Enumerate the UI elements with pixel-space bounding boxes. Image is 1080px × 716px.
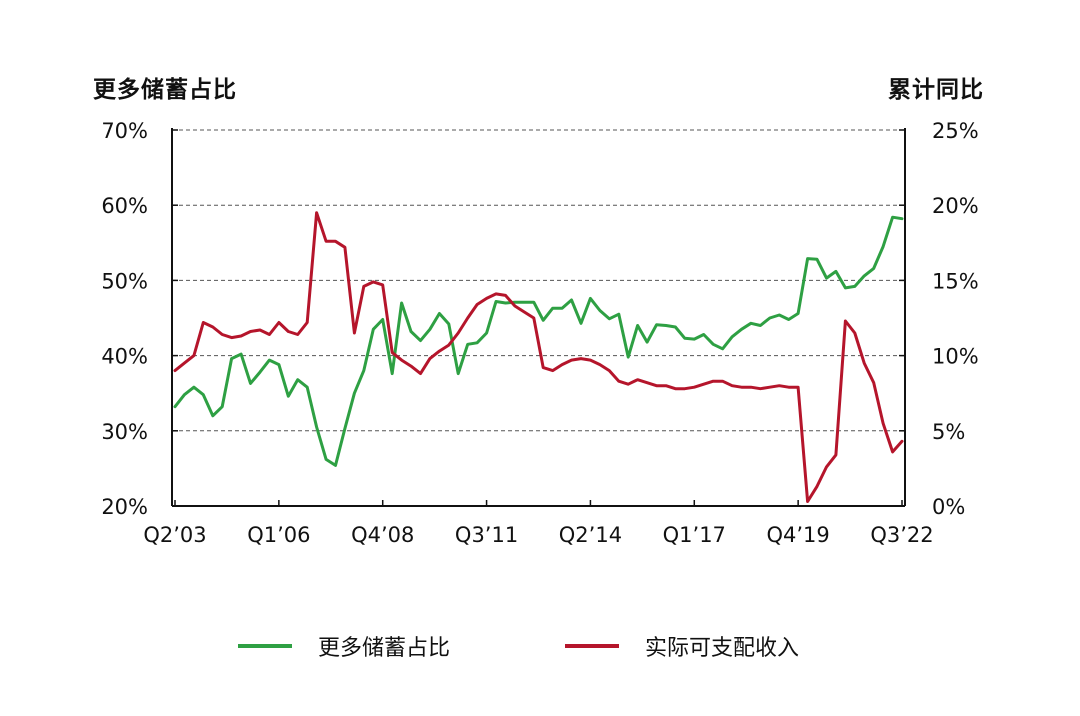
x-tick-label: Q2’03 <box>143 523 206 547</box>
legend-swatch-green <box>238 644 292 648</box>
x-tick-label: Q4’19 <box>766 523 829 547</box>
legend-label-income: 实际可支配收入 <box>645 636 800 661</box>
series-line-savings <box>173 215 904 467</box>
series-line-income <box>173 211 904 503</box>
x-tick-label: Q3’11 <box>455 523 518 547</box>
left-axis-title: 更多储蓄占比 <box>93 77 237 103</box>
right-axis-title: 累计同比 <box>888 77 984 103</box>
right-tick-label: 20% <box>932 194 979 218</box>
series-lines <box>173 211 904 503</box>
axes <box>171 128 906 507</box>
tick-labels: 20% 0% 30% 5% 40% 10% 50% 15% 60% 20% 70% 25% Q2’03 Q… <box>101 119 978 547</box>
right-tick-label: 25% <box>932 119 979 143</box>
right-tick-label: 0% <box>932 495 965 519</box>
x-tick-label: Q3’22 <box>870 523 933 547</box>
left-tick-label: 20% <box>101 495 148 519</box>
left-tick-label: 70% <box>101 119 148 143</box>
left-tick-label: 50% <box>101 269 148 293</box>
legend-label-savings: 更多储蓄占比 <box>318 636 451 661</box>
x-tick-label: Q1’06 <box>247 523 310 547</box>
right-tick-label: 15% <box>932 269 979 293</box>
legend-item-income: 实际可支配收入 <box>565 630 799 662</box>
legend-swatch-red <box>565 644 619 648</box>
right-tick-label: 10% <box>932 345 979 369</box>
x-tick-label: Q4’08 <box>351 523 414 547</box>
left-tick-label: 40% <box>101 345 148 369</box>
x-tick-label: Q2’14 <box>559 523 622 547</box>
left-tick-label: 60% <box>101 194 148 218</box>
dual-axis-line-chart: 20% 0% 30% 5% 40% 10% 50% 15% 60% 20% 70% 25% Q2’03 Q… <box>101 119 978 547</box>
x-tick-label: Q1’17 <box>663 523 726 547</box>
legend-item-savings: 更多储蓄占比 <box>238 630 450 662</box>
grid-lines <box>172 129 905 432</box>
left-tick-label: 30% <box>101 420 148 444</box>
right-tick-label: 5% <box>932 420 965 444</box>
